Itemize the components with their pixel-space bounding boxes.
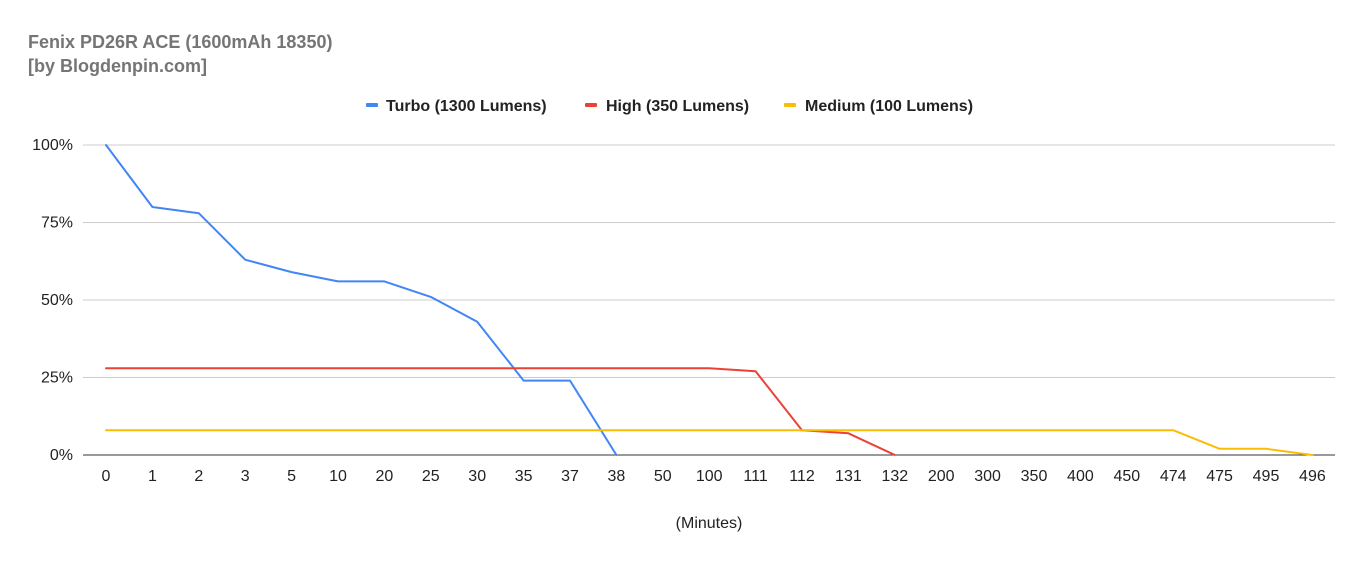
legend: Turbo (1300 Lumens) High (350 Lumens) Medi…	[366, 98, 973, 115]
chart-title-line2: [by Blogdenpin.com]	[28, 56, 207, 76]
x-tick-label: 30	[468, 468, 486, 485]
x-tick-label: 132	[881, 468, 908, 485]
x-tick-label: 400	[1067, 468, 1094, 485]
x-axis-ticks: 0 1 2 3 5 10 20 25 30 35 37 38 50 100 111 112 131 132 200 3…	[102, 468, 1326, 485]
y-axis-ticks: 0% 25% 50% 75% 100%	[32, 137, 73, 464]
x-tick-label: 300	[974, 468, 1001, 485]
series-line	[105, 429, 1314, 456]
x-tick-label: 100	[696, 468, 723, 485]
series-lines	[105, 144, 1314, 456]
x-tick-label: 112	[789, 468, 815, 485]
x-tick-label: 20	[376, 468, 394, 485]
x-tick-label: 475	[1206, 468, 1233, 485]
chart-title-line1: Fenix PD26R ACE (1600mAh 18350)	[28, 32, 333, 52]
x-tick-label: 25	[422, 468, 440, 485]
x-tick-label: 35	[515, 468, 533, 485]
gridlines	[83, 144, 1335, 456]
x-tick-label: 350	[1021, 468, 1048, 485]
x-tick-label: 496	[1299, 468, 1326, 485]
legend-label: Medium (100 Lumens)	[805, 98, 973, 115]
y-tick-label: 50%	[41, 292, 73, 309]
x-tick-label: 1	[148, 468, 157, 485]
series-line	[105, 367, 896, 456]
x-tick-label: 0	[102, 468, 111, 485]
x-tick-label: 3	[241, 468, 250, 485]
legend-label: High (350 Lumens)	[606, 98, 749, 115]
x-tick-label: 37	[561, 468, 579, 485]
legend-label: Turbo (1300 Lumens)	[386, 98, 547, 115]
y-tick-label: 100%	[32, 137, 73, 154]
x-tick-label: 131	[835, 468, 862, 485]
x-tick-label: 200	[928, 468, 955, 485]
x-tick-label: 111	[743, 468, 767, 485]
x-tick-label: 5	[287, 468, 296, 485]
y-tick-label: 75%	[41, 215, 73, 232]
legend-swatch	[585, 103, 597, 107]
x-axis-title: (Minutes)	[676, 515, 743, 532]
legend-swatch	[366, 103, 378, 107]
x-tick-label: 450	[1113, 468, 1140, 485]
x-tick-label: 495	[1253, 468, 1280, 485]
x-tick-label: 474	[1160, 468, 1187, 485]
y-tick-label: 25%	[41, 370, 73, 387]
chart-title: Fenix PD26R ACE (1600mAh 18350) [by Blog…	[28, 30, 332, 78]
series-line	[105, 144, 618, 456]
x-tick-label: 38	[608, 468, 626, 485]
x-tick-label: 10	[329, 468, 347, 485]
x-tick-label: 50	[654, 468, 672, 485]
legend-swatch	[784, 103, 796, 107]
y-tick-label: 0%	[50, 447, 73, 464]
x-tick-label: 2	[194, 468, 203, 485]
